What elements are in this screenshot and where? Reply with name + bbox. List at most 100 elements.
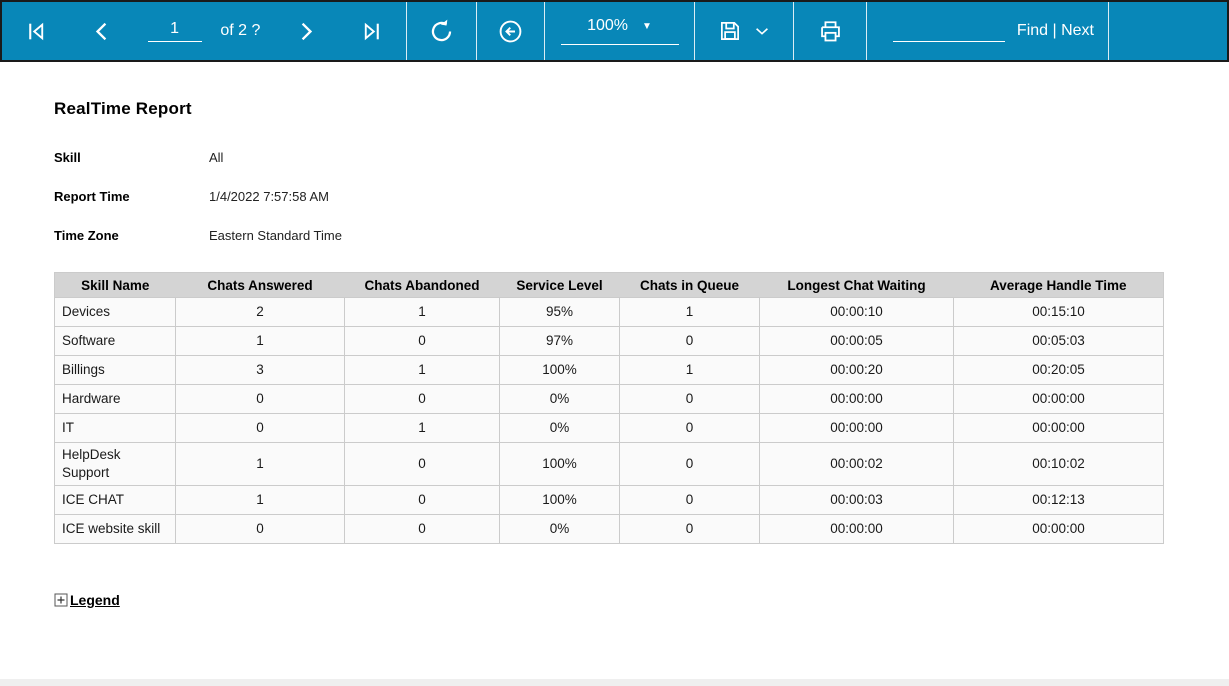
skill-name-cell: Devices — [55, 298, 176, 327]
skill-name-cell: IT — [55, 414, 176, 443]
previous-page-button[interactable] — [82, 13, 123, 50]
next-page-icon — [293, 19, 318, 44]
value-cell: 0 — [176, 385, 345, 414]
table-row: ICE website skill000%000:00:0000:00:00 — [55, 515, 1164, 544]
last-page-button[interactable] — [351, 13, 392, 50]
value-cell: 100% — [500, 356, 620, 385]
column-header: Chats in Queue — [620, 273, 760, 298]
report-title: RealTime Report — [54, 99, 1229, 119]
refresh-section — [407, 2, 476, 60]
bottom-scroll-strip[interactable] — [0, 679, 1229, 686]
zoom-caret-icon: ▼ — [642, 21, 652, 32]
parameter-row-time-zone: Time Zone Eastern Standard Time — [54, 228, 1229, 243]
value-cell: 00:00:00 — [760, 385, 954, 414]
value-cell: 0 — [345, 486, 500, 515]
skill-name-cell: ICE CHAT — [55, 486, 176, 515]
report-content: RealTime Report Skill All Report Time 1/… — [0, 62, 1229, 608]
find-next-separator: | — [1048, 22, 1061, 39]
column-header: Chats Answered — [176, 273, 345, 298]
table-row: Hardware000%000:00:0000:00:00 — [55, 385, 1164, 414]
table-row: Billings31100%100:00:2000:20:05 — [55, 356, 1164, 385]
value-cell: 0 — [345, 515, 500, 544]
previous-page-icon — [90, 19, 115, 44]
skill-name-cell: Billings — [55, 356, 176, 385]
find-next-links: Find | Next — [1017, 22, 1094, 40]
chevron-down-icon — [753, 23, 771, 39]
value-cell: 0 — [176, 515, 345, 544]
report-viewer: of 2 ? — [0, 0, 1229, 686]
value-cell: 0 — [620, 327, 760, 356]
last-page-icon — [359, 19, 384, 44]
column-header: Longest Chat Waiting — [760, 273, 954, 298]
value-cell: 1 — [345, 356, 500, 385]
find-link[interactable]: Find — [1017, 22, 1048, 39]
field-value: Eastern Standard Time — [209, 228, 342, 243]
value-cell: 00:00:20 — [760, 356, 954, 385]
value-cell: 00:05:03 — [954, 327, 1164, 356]
report-toolbar: of 2 ? — [0, 0, 1229, 62]
value-cell: 00:12:13 — [954, 486, 1164, 515]
value-cell: 1 — [345, 414, 500, 443]
value-cell: 97% — [500, 327, 620, 356]
printer-icon — [817, 18, 844, 45]
export-section — [695, 2, 793, 60]
find-text-input[interactable] — [893, 21, 1005, 42]
value-cell: 2 — [176, 298, 345, 327]
print-button[interactable] — [809, 12, 852, 51]
legend-toggle[interactable]: Legend — [54, 592, 120, 608]
value-cell: 00:00:10 — [760, 298, 954, 327]
table-row: IT010%000:00:0000:00:00 — [55, 414, 1164, 443]
value-cell: 0 — [345, 385, 500, 414]
legend-label: Legend — [70, 592, 120, 608]
table-body: Devices2195%100:00:1000:15:10Software109… — [55, 298, 1164, 544]
table-row: Devices2195%100:00:1000:15:10 — [55, 298, 1164, 327]
value-cell: 95% — [500, 298, 620, 327]
field-value: All — [209, 150, 223, 165]
next-link[interactable]: Next — [1061, 22, 1094, 39]
page-number-input[interactable] — [148, 20, 202, 42]
print-section — [794, 2, 866, 60]
zoom-dropdown[interactable]: 100% ▼ — [561, 17, 679, 45]
value-cell: 00:00:00 — [954, 414, 1164, 443]
value-cell: 00:00:05 — [760, 327, 954, 356]
value-cell: 1 — [176, 486, 345, 515]
page-count-label: of 2 ? — [220, 22, 260, 40]
back-button[interactable] — [489, 12, 532, 51]
refresh-icon — [428, 18, 455, 45]
value-cell: 1 — [176, 443, 345, 486]
parameter-row-report-time: Report Time 1/4/2022 7:57:58 AM — [54, 189, 1229, 204]
refresh-button[interactable] — [420, 12, 463, 51]
value-cell: 00:10:02 — [954, 443, 1164, 486]
value-cell: 0 — [345, 443, 500, 486]
back-section — [477, 2, 544, 60]
value-cell: 00:15:10 — [954, 298, 1164, 327]
next-page-button[interactable] — [285, 13, 326, 50]
value-cell: 100% — [500, 486, 620, 515]
skills-table: Skill NameChats AnsweredChats AbandonedS… — [54, 272, 1164, 544]
save-export-button[interactable] — [709, 12, 779, 50]
expand-plus-icon — [54, 593, 68, 607]
skill-name-cell: HelpDesk Support — [55, 443, 176, 486]
value-cell: 0 — [345, 327, 500, 356]
value-cell: 00:00:03 — [760, 486, 954, 515]
column-header: Skill Name — [55, 273, 176, 298]
column-header: Average Handle Time — [954, 273, 1164, 298]
value-cell: 00:00:00 — [954, 385, 1164, 414]
value-cell: 00:00:02 — [760, 443, 954, 486]
skill-name-cell: ICE website skill — [55, 515, 176, 544]
page-navigation: of 2 ? — [2, 2, 406, 60]
save-floppy-icon — [717, 18, 743, 44]
field-label: Skill — [54, 150, 209, 165]
find-section: Find | Next — [867, 2, 1108, 60]
field-label: Time Zone — [54, 228, 209, 243]
skill-name-cell: Hardware — [55, 385, 176, 414]
value-cell: 1 — [620, 298, 760, 327]
column-header: Chats Abandoned — [345, 273, 500, 298]
parameter-row-skill: Skill All — [54, 150, 1229, 165]
value-cell: 00:00:00 — [760, 414, 954, 443]
first-page-button[interactable] — [16, 13, 57, 50]
value-cell: 3 — [176, 356, 345, 385]
value-cell: 0% — [500, 414, 620, 443]
value-cell: 00:00:00 — [760, 515, 954, 544]
value-cell: 0% — [500, 515, 620, 544]
